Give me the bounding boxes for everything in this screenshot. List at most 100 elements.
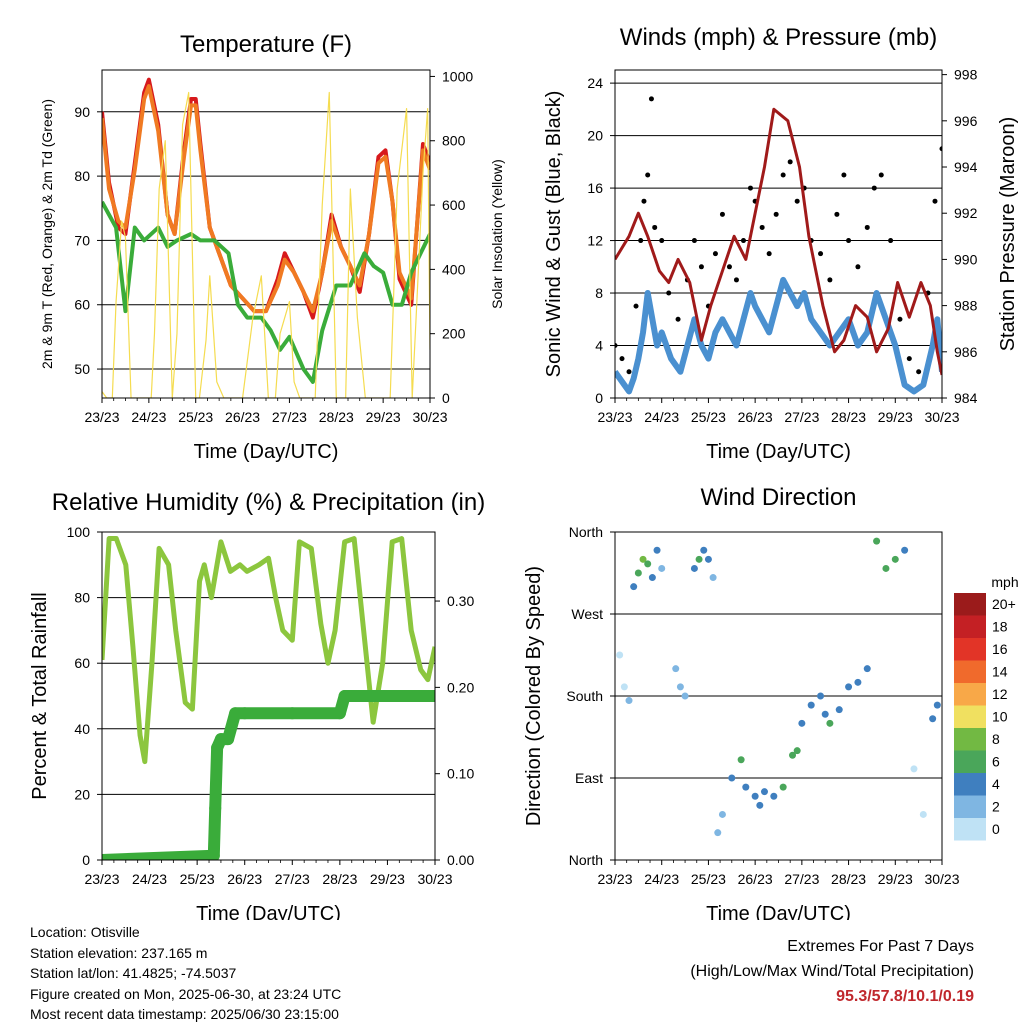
direction-point bbox=[807, 701, 815, 709]
y2-tick-label: 0.20 bbox=[447, 679, 474, 695]
x-tick-label: 27/23 bbox=[784, 409, 819, 425]
x-tick-label: 24/23 bbox=[644, 871, 679, 887]
colorbar-swatch bbox=[954, 795, 986, 818]
x-tick-label: 29/23 bbox=[878, 409, 913, 425]
gust-point bbox=[712, 251, 718, 257]
y-tick-label: North bbox=[569, 524, 603, 540]
x-axis-label: Time (Day/UTC) bbox=[194, 441, 339, 463]
x-tick-label: 26/23 bbox=[225, 409, 260, 425]
x-tick-label: 28/23 bbox=[831, 871, 866, 887]
y-tick-label: 100 bbox=[67, 524, 91, 540]
gust-point bbox=[897, 316, 903, 322]
gust-point bbox=[733, 277, 739, 283]
y2-tick-label: 1000 bbox=[442, 68, 473, 84]
y-tick-label: 70 bbox=[74, 232, 90, 248]
y-axis-label: Direction (Colored By Speed) bbox=[523, 566, 545, 826]
plot-frame bbox=[101, 531, 436, 861]
direction-point bbox=[882, 564, 890, 572]
colorbar-label: 12 bbox=[992, 686, 1008, 702]
panel-direction: Wind Direction North East South West North 23/… bbox=[523, 484, 1019, 920]
extremes-title: Extremes For Past 7 Days bbox=[787, 938, 974, 955]
meteogram-figure: Temperature (F)5060708090020040060080010… bbox=[29, 24, 1019, 920]
y-tick-label: 20 bbox=[587, 128, 603, 144]
colorbar-swatch bbox=[954, 728, 986, 751]
gust-point bbox=[794, 198, 800, 204]
gust-point bbox=[916, 369, 922, 375]
gust-point bbox=[619, 356, 625, 362]
y-tick-label: West bbox=[571, 606, 603, 622]
colorbar-swatch bbox=[954, 593, 986, 616]
direction-point bbox=[714, 829, 722, 837]
y-tick-label: 80 bbox=[74, 168, 90, 184]
direction-point bbox=[676, 683, 684, 691]
y-tick-label: 60 bbox=[74, 655, 90, 671]
x-tick-label: 26/23 bbox=[227, 871, 262, 887]
gust-point bbox=[659, 238, 665, 244]
gust-point bbox=[633, 303, 639, 309]
direction-point bbox=[700, 546, 708, 554]
x-tick-label: 25/23 bbox=[691, 871, 726, 887]
x-tick-label: 28/23 bbox=[831, 409, 866, 425]
colorbar-label: 8 bbox=[992, 731, 1000, 747]
y2-tick-label: 0 bbox=[442, 390, 450, 406]
x-tick-label: 25/23 bbox=[691, 409, 726, 425]
gust-point bbox=[855, 264, 861, 270]
chart-title: Temperature (F) bbox=[180, 31, 352, 58]
y2-tick-label: 986 bbox=[954, 344, 978, 360]
y-tick-label: North bbox=[569, 852, 603, 868]
colorbar-label: 20+ bbox=[992, 596, 1016, 612]
x-tick-label: 23/23 bbox=[597, 409, 632, 425]
direction-point bbox=[760, 788, 768, 796]
x-axis-label: Time (Day/UTC) bbox=[196, 903, 341, 920]
series-line-station-pressure bbox=[615, 107, 942, 376]
x-tick-label: 23/23 bbox=[597, 871, 632, 887]
y2-tick-label: 988 bbox=[954, 298, 978, 314]
extremes-values: 95.3/57.8/10.1/0.19 bbox=[836, 988, 974, 1005]
gust-point bbox=[827, 277, 833, 283]
plot-frame bbox=[614, 69, 943, 399]
colorbar-swatch bbox=[954, 683, 986, 706]
chart-title: Wind Direction bbox=[700, 484, 856, 511]
gust-point bbox=[759, 224, 765, 230]
x-tick-label: 24/23 bbox=[131, 409, 166, 425]
colorbar-swatch bbox=[954, 750, 986, 773]
gust-point bbox=[726, 264, 732, 270]
y-tick-label: 12 bbox=[587, 233, 603, 249]
gust-point bbox=[645, 172, 651, 178]
x-axis-label: Time (Day/UTC) bbox=[706, 903, 851, 920]
gust-point bbox=[648, 96, 654, 102]
gust-point bbox=[740, 238, 746, 244]
x-tick-label: 27/23 bbox=[784, 871, 819, 887]
y-tick-label: East bbox=[575, 770, 603, 786]
recent-timestamp-text: Most recent data timestamp: 2025/06/30 2… bbox=[30, 1006, 339, 1022]
x-tick-label: 24/23 bbox=[132, 871, 167, 887]
colorbar-label: 6 bbox=[992, 754, 1000, 770]
direction-point bbox=[648, 574, 656, 582]
y2-tick-label: 992 bbox=[954, 205, 978, 221]
x-tick-label: 26/23 bbox=[738, 871, 773, 887]
direction-point bbox=[620, 683, 628, 691]
colorbar-title: mph bbox=[991, 574, 1018, 590]
direction-point bbox=[779, 783, 787, 791]
precip-line bbox=[102, 690, 435, 860]
x-tick-label: 29/23 bbox=[366, 409, 401, 425]
direction-point bbox=[616, 651, 624, 659]
y2-tick-label: 800 bbox=[442, 133, 466, 149]
series-line-2m-t bbox=[102, 77, 430, 320]
series-line-sonic-wind bbox=[615, 276, 942, 395]
direction-point bbox=[737, 756, 745, 764]
gust-point bbox=[787, 159, 793, 165]
colorbar-swatch bbox=[954, 705, 986, 728]
y-tick-label: 20 bbox=[74, 786, 90, 802]
gust-point bbox=[888, 238, 894, 244]
created-text: Figure created on Mon, 2025-06-30, at 23… bbox=[30, 985, 342, 1002]
direction-point bbox=[798, 719, 806, 727]
elevation-text: Station elevation: 237.165 m bbox=[30, 944, 208, 961]
chart-title: Relative Humidity (%) & Precipitation (i… bbox=[52, 489, 485, 516]
colorbar-swatch bbox=[954, 615, 986, 638]
gust-point bbox=[666, 290, 672, 296]
direction-point bbox=[789, 751, 797, 759]
y2-tick-label: 996 bbox=[954, 113, 978, 129]
colorbar-label: 2 bbox=[992, 799, 1000, 815]
y-tick-label: 4 bbox=[595, 338, 603, 354]
